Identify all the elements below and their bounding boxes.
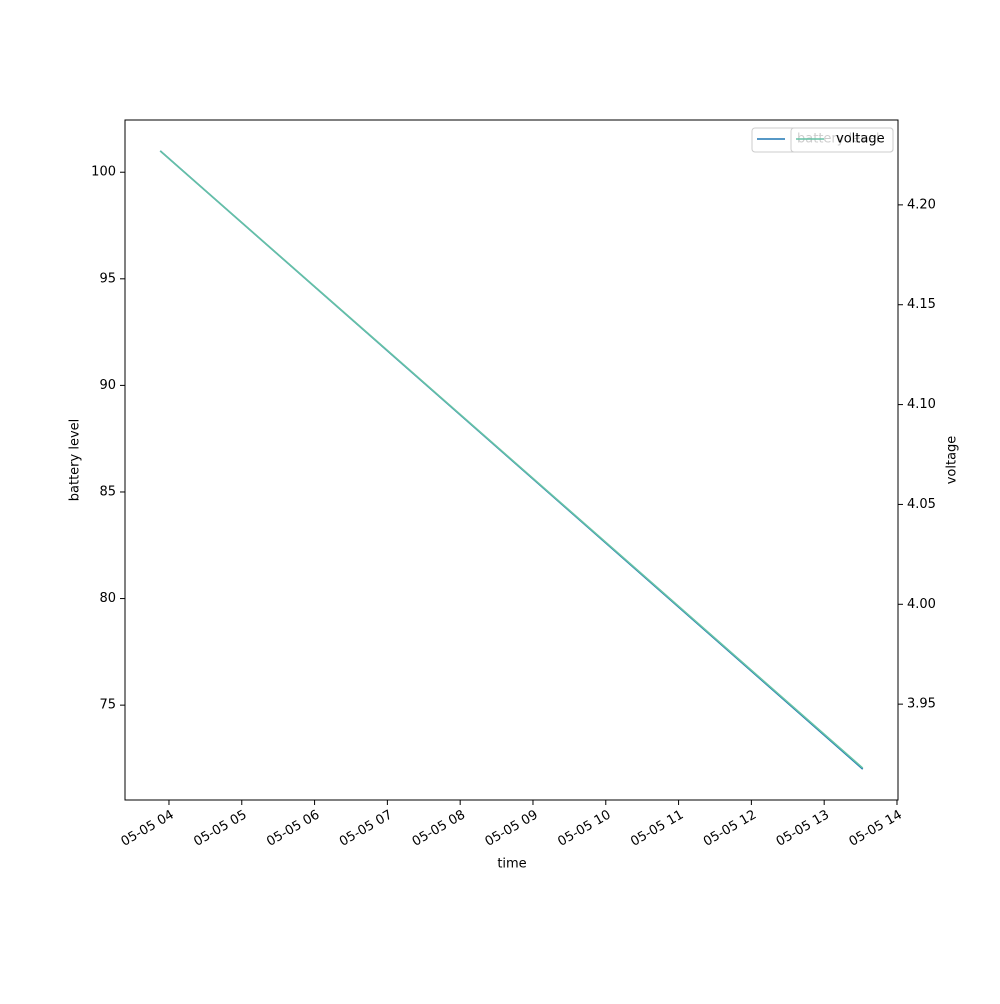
legend-label: voltage — [836, 132, 885, 147]
y2-tick-label: 4.10 — [907, 397, 936, 412]
y2-tick-label: 3.95 — [907, 697, 936, 712]
y-tick-label: 100 — [91, 165, 116, 180]
series-line — [159, 150, 864, 769]
y-tick-label: 95 — [99, 271, 116, 286]
legend-box — [790, 127, 894, 153]
y2-axis-label: voltage — [945, 436, 960, 485]
y-tick-label: 80 — [99, 591, 116, 606]
x-axis-label: time — [497, 857, 526, 872]
y-axis-label: battery level — [68, 419, 83, 502]
y-tick-label: 85 — [99, 484, 116, 499]
y2-tick-label: 4.00 — [907, 597, 936, 612]
y2-tick-label: 4.05 — [907, 497, 936, 512]
y-tick-label: 90 — [99, 378, 116, 393]
y2-tick-label: 4.15 — [907, 297, 936, 312]
y2-tick-label: 4.20 — [907, 197, 936, 212]
y-tick-label: 75 — [99, 698, 116, 713]
plot-frame — [124, 119, 899, 801]
